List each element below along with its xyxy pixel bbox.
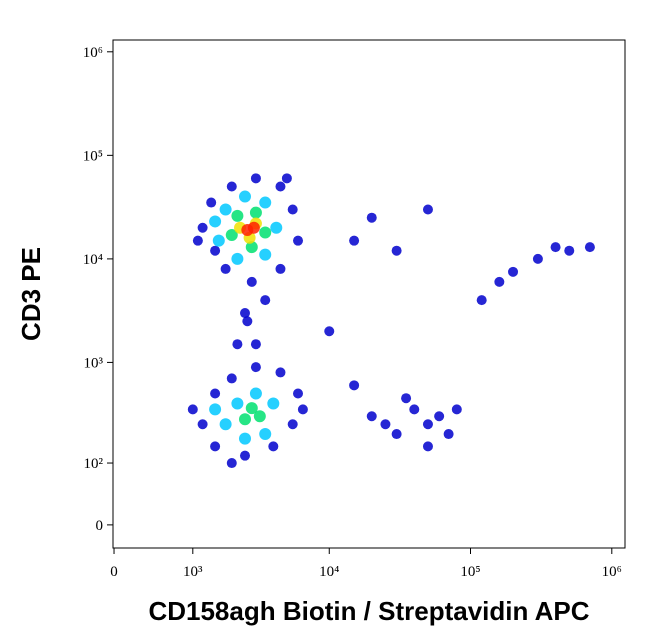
- point: [391, 245, 402, 256]
- point: [238, 432, 251, 445]
- point: [209, 215, 222, 228]
- x-tick-label: 0: [110, 564, 118, 580]
- point: [324, 326, 335, 337]
- x-tick-label: 10⁶: [602, 564, 622, 580]
- point: [253, 410, 266, 423]
- point: [275, 263, 286, 274]
- point: [443, 429, 454, 440]
- x-tick-label: 10³: [183, 564, 203, 580]
- point: [239, 450, 250, 461]
- point: [210, 245, 221, 256]
- y-tick-label: 10⁶: [83, 45, 103, 61]
- point: [259, 226, 272, 239]
- point: [564, 245, 575, 256]
- point: [401, 393, 412, 404]
- point: [239, 308, 250, 319]
- point: [275, 367, 286, 378]
- point: [268, 441, 279, 452]
- point: [494, 276, 505, 287]
- point: [267, 397, 280, 410]
- point: [212, 234, 225, 247]
- point: [422, 204, 433, 215]
- point: [422, 419, 433, 430]
- point: [270, 221, 283, 234]
- point: [259, 428, 272, 441]
- x-tick-label: 10⁴: [319, 564, 339, 580]
- point: [246, 276, 257, 287]
- point: [380, 419, 391, 430]
- point: [225, 229, 238, 242]
- point: [293, 235, 304, 246]
- point: [366, 411, 377, 422]
- point: [422, 441, 433, 452]
- point: [451, 404, 462, 415]
- point: [508, 266, 519, 277]
- point: [532, 253, 543, 264]
- point: [210, 441, 221, 452]
- point: [231, 252, 244, 265]
- point: [232, 339, 243, 350]
- x-axis-title: CD158agh Biotin / Streptavidin APC: [148, 596, 589, 626]
- point: [287, 419, 298, 430]
- y-tick-label: 10²: [84, 456, 104, 472]
- point: [238, 413, 251, 426]
- y-axis-title: CD3 PE: [16, 247, 46, 341]
- y-tick-label: 10⁴: [83, 252, 103, 268]
- point: [245, 241, 258, 254]
- point: [231, 209, 244, 222]
- point: [226, 458, 237, 469]
- x-tick-label: 10⁵: [460, 564, 480, 580]
- plot-frame: [112, 39, 626, 549]
- y-tick-label: 10⁵: [83, 148, 103, 164]
- y-tick-label: 10³: [84, 355, 104, 371]
- point: [242, 316, 253, 327]
- point: [206, 197, 217, 208]
- point: [391, 429, 402, 440]
- point: [238, 190, 251, 203]
- point: [219, 418, 232, 431]
- point: [247, 221, 260, 234]
- point: [259, 248, 272, 261]
- point: [219, 203, 232, 216]
- point: [209, 403, 222, 416]
- point: [210, 388, 221, 399]
- point: [249, 206, 262, 219]
- point: [434, 411, 445, 422]
- point: [259, 196, 272, 209]
- point: [584, 242, 595, 253]
- point: [197, 419, 208, 430]
- point: [281, 173, 292, 184]
- point: [409, 404, 420, 415]
- point: [476, 295, 487, 306]
- point: [249, 387, 262, 400]
- point: [226, 373, 237, 384]
- point: [250, 339, 261, 350]
- point: [349, 380, 360, 391]
- point: [293, 388, 304, 399]
- point: [220, 263, 231, 274]
- point: [275, 181, 286, 192]
- point: [297, 404, 308, 415]
- point: [349, 235, 360, 246]
- point: [187, 404, 198, 415]
- point: [197, 222, 208, 233]
- point: [287, 204, 298, 215]
- y-tick-label: 0: [96, 518, 104, 534]
- point: [226, 181, 237, 192]
- point: [366, 212, 377, 223]
- point: [250, 173, 261, 184]
- point: [245, 402, 258, 415]
- point: [231, 397, 244, 410]
- point: [550, 242, 561, 253]
- point: [260, 295, 271, 306]
- point: [192, 235, 203, 246]
- point: [250, 362, 261, 373]
